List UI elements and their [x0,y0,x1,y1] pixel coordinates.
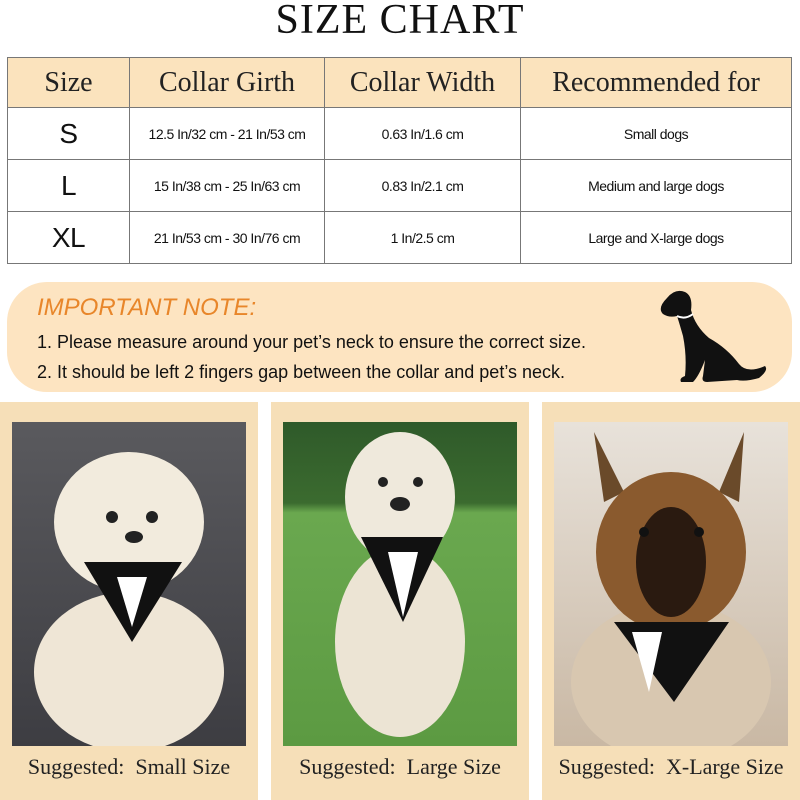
note-title: IMPORTANT NOTE: [37,294,257,321]
width-cell: 0.63 In/1.6 cm [324,107,521,160]
recommended-cell: Medium and large dogs [520,159,792,212]
large-dog-photo [283,422,517,746]
note-item: 2. It should be left 2 fingers gap betwe… [37,362,566,382]
header-collar-width: Collar Width [324,57,521,108]
header-size: Size [7,57,130,108]
header-recommended: Recommended for [520,57,792,108]
width-cell: 0.83 In/2.1 cm [324,159,521,212]
small-dog-photo [12,422,246,746]
card-caption: Suggested: X-Large Size [558,754,784,779]
table-row: L 15 In/38 cm - 25 In/63 cm 0.83 In/2.1 … [7,159,792,212]
small-size-card: Suggested: Small Size [0,402,258,800]
width-cell: 1 In/2.5 cm [324,211,521,264]
large-size-card: Suggested: Large Size [271,402,529,800]
girth-cell: 12.5 In/32 cm - 21 In/53 cm [129,107,325,160]
card-caption: Suggested: Small Size [27,754,231,779]
xlarge-dog-photo [554,422,788,746]
size-cell: S [7,107,130,160]
card-caption: Suggested: Large Size [299,754,501,779]
note-item: 1. Please measure around your pet’s neck… [37,332,586,352]
size-cell: L [7,159,130,212]
size-chart-table: Size Collar Girth Collar Width Recommend… [7,57,792,264]
xlarge-size-card: Suggested: X-Large Size [542,402,800,800]
girth-cell: 15 In/38 cm - 25 In/63 cm [129,159,325,212]
sitting-dog-silhouette-icon [660,290,767,382]
dog-photo-image [571,432,771,746]
dog-photo-image [34,452,224,746]
table-row: XL 21 In/53 cm - 30 In/76 cm 1 In/2.5 cm… [7,211,792,264]
table-row: S 12.5 In/32 cm - 21 In/53 cm 0.63 In/1.… [7,107,792,160]
important-note: IMPORTANT NOTE: 1. Please measure around… [7,282,792,392]
table-header-row: Size Collar Girth Collar Width Recommend… [7,57,792,108]
page-title: SIZE CHART [275,0,525,43]
recommended-cell: Large and X-large dogs [520,211,792,264]
girth-cell: 21 In/53 cm - 30 In/76 cm [129,211,325,264]
recommended-cell: Small dogs [520,107,792,160]
dog-photo-image [335,432,465,737]
size-cell: XL [7,211,130,264]
header-collar-girth: Collar Girth [129,57,325,108]
